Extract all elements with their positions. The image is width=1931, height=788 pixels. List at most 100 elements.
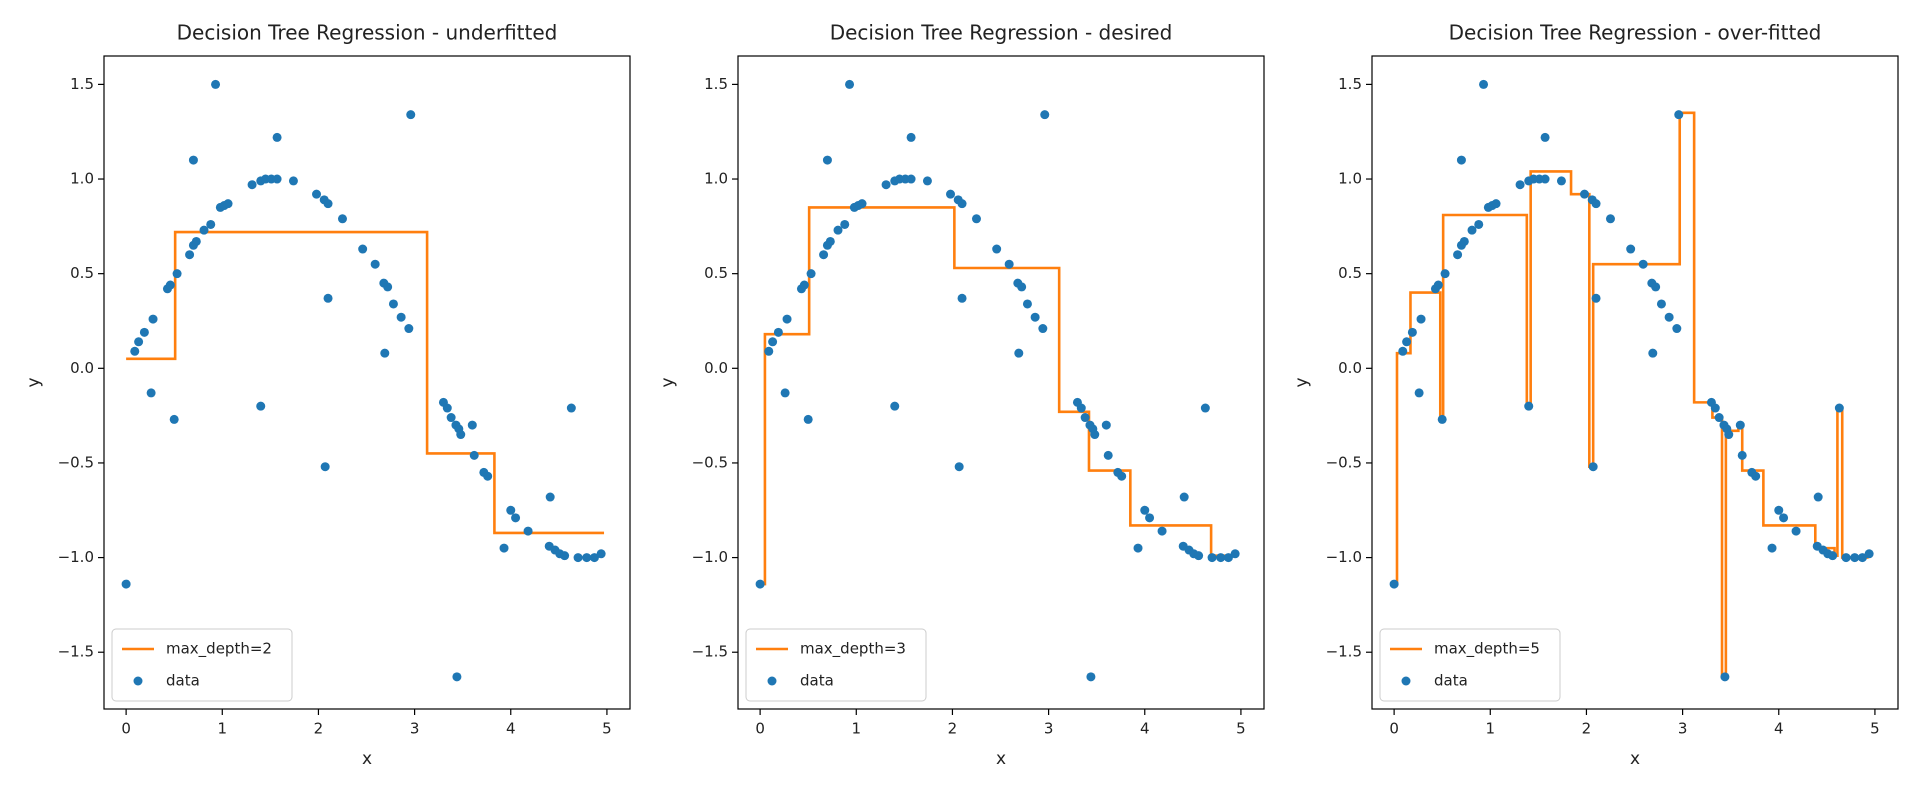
data-point bbox=[1200, 403, 1210, 413]
data-point bbox=[1672, 324, 1682, 334]
data-point bbox=[456, 430, 466, 440]
data-point bbox=[206, 219, 216, 229]
data-point bbox=[825, 236, 835, 246]
data-point bbox=[1834, 403, 1844, 413]
y-tick-label: 0.5 bbox=[1338, 264, 1362, 282]
axes-frame bbox=[103, 55, 631, 710]
data-point bbox=[768, 337, 778, 347]
data-point bbox=[1735, 420, 1745, 430]
data-point bbox=[1030, 312, 1040, 322]
data-point bbox=[442, 403, 452, 413]
data-point bbox=[1651, 282, 1661, 292]
data-point bbox=[272, 132, 282, 142]
data-point bbox=[906, 174, 916, 184]
data-point bbox=[1086, 672, 1096, 682]
data-point bbox=[1440, 269, 1450, 279]
data-point bbox=[1638, 259, 1648, 269]
x-axis-label: x bbox=[1630, 749, 1640, 769]
data-point bbox=[1767, 543, 1777, 553]
data-point bbox=[1101, 420, 1111, 430]
data-point bbox=[1017, 282, 1027, 292]
data-point bbox=[121, 579, 131, 589]
data-point bbox=[957, 293, 967, 303]
data-point bbox=[1556, 176, 1566, 186]
data-point bbox=[499, 543, 509, 553]
step-line bbox=[1394, 111, 1873, 679]
data-point bbox=[755, 579, 765, 589]
chart-title: Decision Tree Regression - over-fitted bbox=[1449, 21, 1822, 45]
x-tick-label: 5 bbox=[602, 720, 612, 738]
data-point bbox=[954, 462, 964, 472]
data-point bbox=[406, 110, 416, 120]
data-point bbox=[1540, 174, 1550, 184]
y-tick-label: −1.0 bbox=[58, 548, 94, 566]
x-tick-label: 0 bbox=[121, 720, 131, 738]
data-point bbox=[191, 236, 201, 246]
data-point bbox=[211, 79, 221, 89]
data-point bbox=[1674, 110, 1684, 120]
legend-box bbox=[745, 628, 927, 702]
data-point bbox=[404, 324, 414, 334]
data-point bbox=[1194, 551, 1204, 561]
data-point bbox=[1828, 551, 1838, 561]
data-point bbox=[1157, 526, 1167, 536]
data-point bbox=[1014, 348, 1024, 358]
y-tick-label: −0.5 bbox=[692, 453, 728, 471]
data-point bbox=[833, 225, 843, 235]
data-point bbox=[1145, 513, 1155, 523]
data-point bbox=[1117, 471, 1127, 481]
data-point bbox=[1850, 553, 1860, 563]
data-point bbox=[1720, 672, 1730, 682]
y-tick-label: −0.5 bbox=[58, 453, 94, 471]
axes-frame bbox=[1371, 55, 1899, 710]
data-point bbox=[523, 526, 533, 536]
subplot: Decision Tree Regression - underfitted x y… bbox=[24, 21, 631, 769]
data-point bbox=[1389, 579, 1399, 589]
data-point bbox=[323, 199, 333, 209]
data-point bbox=[1841, 553, 1851, 563]
y-tick-label: 1.5 bbox=[704, 75, 728, 93]
data-point bbox=[799, 280, 809, 290]
data-point bbox=[1774, 505, 1784, 515]
data-point bbox=[845, 79, 855, 89]
data-point bbox=[1207, 553, 1217, 563]
data-point bbox=[1591, 199, 1601, 209]
data-point bbox=[188, 155, 198, 165]
x-tick-label: 1 bbox=[218, 720, 228, 738]
data-point bbox=[139, 327, 149, 337]
data-point bbox=[1737, 450, 1747, 460]
data-point bbox=[1402, 337, 1412, 347]
y-tick-label: 0.0 bbox=[1338, 359, 1362, 377]
data-point bbox=[1580, 189, 1590, 199]
y-tick-label: 1.5 bbox=[1338, 75, 1362, 93]
axes-frame bbox=[737, 55, 1265, 710]
data-point bbox=[890, 401, 900, 411]
x-tick-label: 5 bbox=[1236, 720, 1246, 738]
y-tick-label: 1.0 bbox=[70, 170, 94, 188]
data-point bbox=[288, 176, 298, 186]
data-point bbox=[388, 299, 398, 309]
data-point bbox=[1588, 462, 1598, 472]
y-tick-label: 0.0 bbox=[70, 359, 94, 377]
step-line bbox=[760, 206, 1239, 586]
data-point bbox=[780, 388, 790, 398]
chart-title: Decision Tree Regression - desired bbox=[830, 21, 1173, 45]
data-point bbox=[1437, 414, 1447, 424]
y-tick-label: −1.0 bbox=[1326, 548, 1362, 566]
data-point bbox=[1491, 199, 1501, 209]
data-point bbox=[511, 513, 521, 523]
data-point bbox=[1724, 430, 1734, 440]
data-point bbox=[1515, 180, 1525, 190]
data-point bbox=[320, 462, 330, 472]
data-point bbox=[467, 420, 477, 430]
chart-title: Decision Tree Regression - underfitted bbox=[177, 21, 558, 45]
plot-area bbox=[755, 79, 1240, 682]
data-point bbox=[1090, 430, 1100, 440]
data-point bbox=[1714, 413, 1724, 423]
y-tick-label: 0.0 bbox=[704, 359, 728, 377]
x-tick-label: 0 bbox=[1389, 720, 1399, 738]
y-axis-label: y bbox=[24, 377, 44, 387]
data-point bbox=[1140, 505, 1150, 515]
